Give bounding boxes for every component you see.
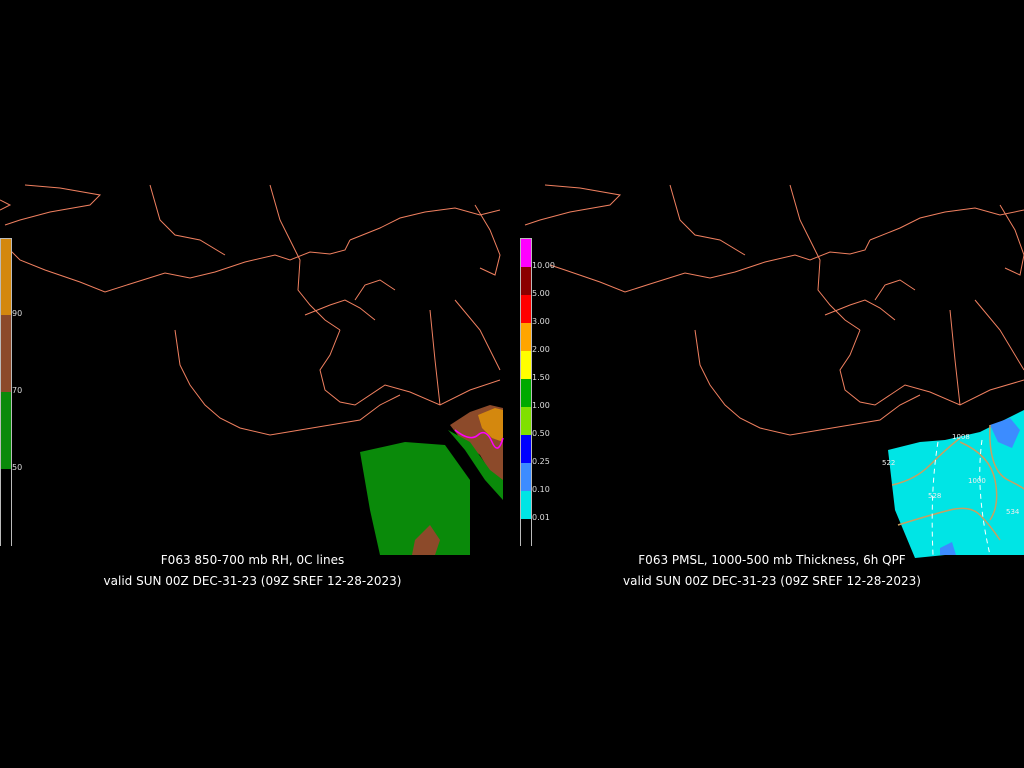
colorbar-tick: 1.50 [532,373,550,382]
colorbar-tick: 5.00 [532,289,550,298]
coastline [0,184,501,436]
colorbar-tick: 90 [12,309,23,318]
qpf-area-blue2 [940,542,956,555]
colorbar-tick: 0.01 [532,513,550,522]
thickness-lines [931,439,991,556]
colorbar-tick: 0.50 [532,429,550,438]
colorbar-swatch [521,351,531,379]
colorbar-tick: 0.10 [532,485,550,494]
rh-green-area [360,442,470,555]
qpf-area-blue [990,418,1020,448]
colorbar-tick: 10.00 [532,261,555,270]
qpf-colorbar [520,238,532,547]
colorbar-swatch [521,239,531,267]
colorbar-tick: 1.00 [532,401,550,410]
contour-label: 528 [928,492,941,500]
colorbar-swatch [1,239,11,315]
panel-title: F063 850-700 mb RH, 0C lines [160,553,345,567]
contour-label: 1008 [952,433,970,441]
colorbar-swatch [521,407,531,435]
rh-coastal-gold [478,408,503,442]
contour-label: 534 [1006,508,1020,516]
colorbar-swatch [521,379,531,407]
colorbar-tick: 3.00 [532,317,550,326]
colorbar-tick: 50 [12,463,23,472]
contour-label: 1000 [968,477,986,485]
colorbar-swatch [521,323,531,351]
valid-time: valid SUN 00Z DEC-31-23 (09Z SREF 12-28-… [103,574,402,588]
rh-panel: 90 70 50 F063 850-700 mb RH, 0C lines va… [0,180,505,588]
colorbar-tick: 70 [12,386,23,395]
rh-colorbar [0,238,12,547]
colorbar-tick: 0.25 [532,457,550,466]
colorbar-swatch [521,267,531,295]
contours [891,424,1024,541]
colorbar-swatch [1,469,11,547]
rh-zero-c-line [454,429,504,449]
colorbar-swatch [521,519,531,547]
pmsl-panel: 1008 522 528 1000 534 [520,180,1024,588]
colorbar-swatch [521,435,531,463]
colorbar-swatch [521,463,531,491]
panel-title: F063 PMSL, 1000-500 mb Thickness, 6h QPF [638,553,906,567]
colorbar-swatch [521,295,531,323]
valid-time: valid SUN 00Z DEC-31-23 (09Z SREF 12-28-… [623,574,921,588]
pmsl-map: 1008 522 528 1000 534 [524,184,1024,558]
contour-label: 522 [882,459,895,467]
rh-map [0,184,504,555]
colorbar-swatch [521,491,531,519]
colorbar-tick: 2.00 [532,345,550,354]
rh-brown-area [412,525,440,555]
coastline [524,184,1024,436]
rh-coastal-green [448,430,503,500]
colorbar-swatch [1,315,11,392]
colorbar-swatch [1,392,11,469]
